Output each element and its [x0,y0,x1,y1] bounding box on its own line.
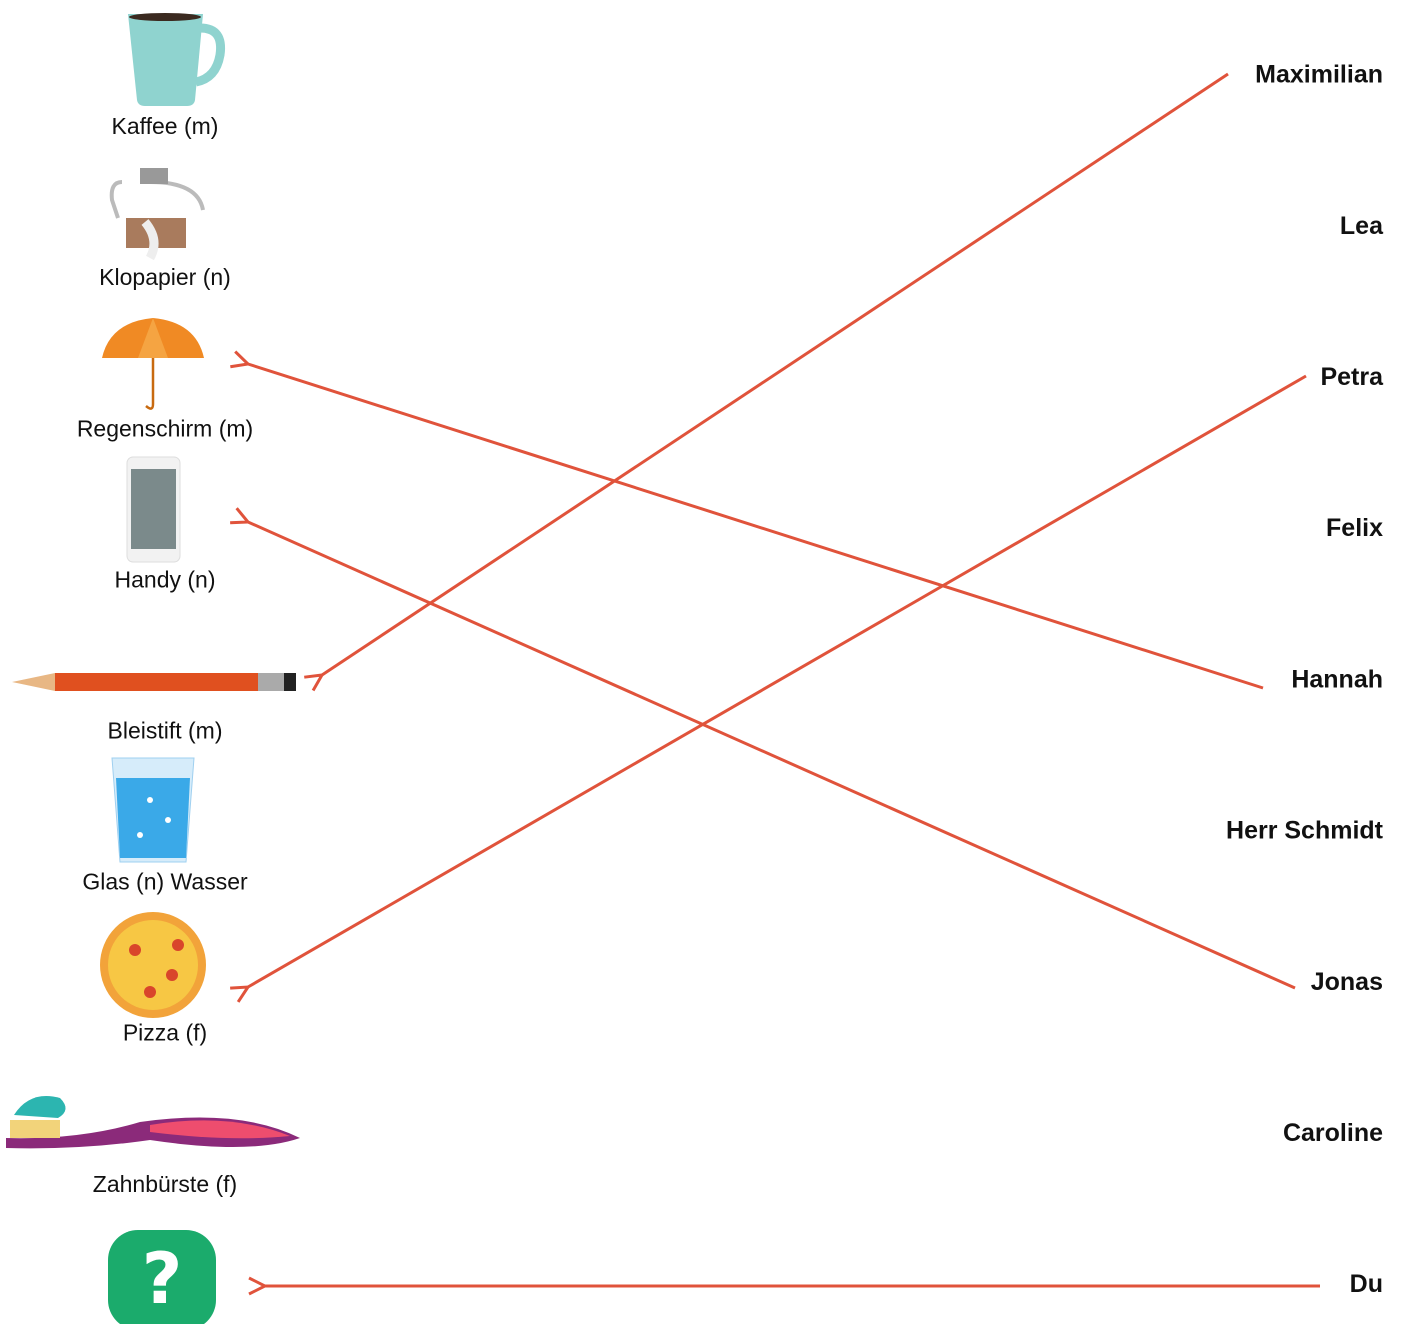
arrow [248,522,1295,988]
person-name: Maximilian [1255,61,1383,89]
arrows [248,74,1320,1286]
person-name: Lea [1340,212,1384,240]
umbrella-icon [102,318,204,409]
toothbrush-icon [6,1096,300,1148]
coffee-icon [128,13,221,106]
item-label: Handy (n) [115,566,216,592]
item-label: Pizza (f) [123,1020,207,1046]
item-label: Glas (n) Wasser [82,869,248,895]
item-label: Zahnbürste (f) [93,1171,237,1197]
phone-icon [127,457,180,562]
person-name: Hannah [1291,665,1383,693]
pencil-icon [12,673,296,691]
person-name: Herr Schmidt [1226,817,1384,845]
item-label: Klopapier (n) [99,264,231,290]
pizza-icon [100,912,206,1018]
person-name: Felix [1326,514,1383,542]
arrow [322,74,1228,675]
toilet-paper-icon [112,168,203,258]
item-label: Kaffee (m) [112,113,219,139]
arrow [248,364,1263,688]
question-icon: ? [108,1230,216,1324]
person-name: Jonas [1311,968,1383,996]
person-name: Caroline [1283,1119,1383,1147]
person-name: Du [1350,1270,1383,1298]
worksheet: ? Kaffee (m) Klopapier (n) Regenschirm (m)… [0,0,1401,1324]
water-glass-icon [112,758,194,862]
item-label: Bleistift (m) [108,717,223,743]
item-label: Regenschirm (m) [77,415,253,441]
arrow [248,376,1306,987]
svg-text:?: ? [142,1238,183,1320]
person-name: Petra [1320,363,1384,391]
